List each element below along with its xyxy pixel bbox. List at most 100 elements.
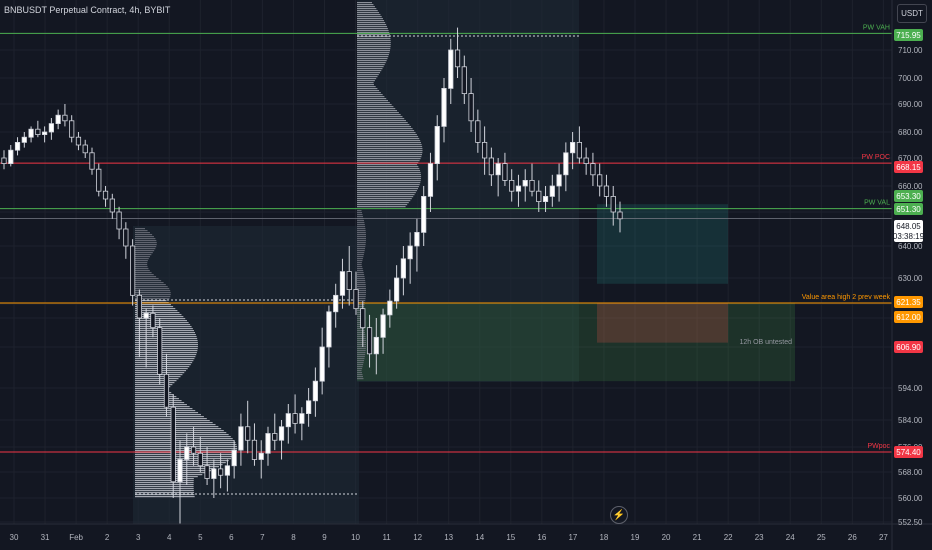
- candle-body[interactable]: [258, 452, 264, 460]
- candle-body[interactable]: [82, 144, 88, 154]
- candle-body[interactable]: [603, 185, 610, 197]
- candle-body[interactable]: [306, 400, 312, 414]
- candle-body[interactable]: [312, 380, 318, 402]
- candle-body[interactable]: [48, 123, 54, 133]
- candle-body[interactable]: [109, 198, 115, 213]
- candle-body[interactable]: [299, 413, 305, 424]
- candle-body[interactable]: [380, 314, 386, 338]
- candle-body[interactable]: [536, 190, 542, 202]
- candle-body[interactable]: [509, 179, 515, 192]
- candle-body[interactable]: [130, 245, 136, 296]
- candle-body[interactable]: [55, 114, 61, 124]
- candle-body[interactable]: [1, 157, 7, 164]
- candle-body[interactable]: [387, 300, 393, 316]
- candle-body[interactable]: [96, 168, 102, 192]
- candle-body[interactable]: [427, 163, 434, 197]
- candle-body[interactable]: [238, 426, 244, 451]
- candle-body[interactable]: [177, 459, 183, 483]
- candle-body[interactable]: [292, 413, 298, 424]
- candle-body[interactable]: [278, 426, 285, 441]
- candle-body[interactable]: [576, 141, 582, 159]
- candle-body[interactable]: [556, 174, 562, 187]
- candle-body[interactable]: [563, 152, 569, 176]
- candle-body[interactable]: [285, 413, 291, 428]
- candle-body[interactable]: [89, 152, 95, 170]
- candle-body[interactable]: [224, 465, 230, 476]
- candle-body[interactable]: [75, 136, 82, 146]
- candle-body[interactable]: [184, 446, 190, 460]
- candle-body[interactable]: [197, 452, 203, 467]
- volume-profile-bar: [357, 72, 381, 74]
- candle-body[interactable]: [434, 126, 440, 165]
- candle-body[interactable]: [590, 163, 596, 176]
- candle-body[interactable]: [333, 294, 339, 313]
- candle-body[interactable]: [475, 120, 481, 143]
- candle-body[interactable]: [570, 141, 576, 154]
- candle-body[interactable]: [245, 426, 251, 441]
- candle-body[interactable]: [42, 131, 48, 135]
- candle-body[interactable]: [136, 294, 142, 319]
- currency-button[interactable]: USDT: [897, 4, 927, 23]
- candle-body[interactable]: [62, 114, 68, 122]
- candle-body[interactable]: [28, 128, 34, 138]
- candle-body[interactable]: [170, 406, 176, 483]
- candle-body[interactable]: [353, 289, 359, 310]
- candle-body[interactable]: [461, 66, 467, 95]
- candle-body[interactable]: [448, 49, 454, 89]
- candle-body[interactable]: [441, 88, 447, 127]
- candle-body[interactable]: [454, 49, 461, 68]
- candle-body[interactable]: [549, 185, 555, 197]
- candle-body[interactable]: [14, 141, 21, 151]
- candle-body[interactable]: [488, 157, 494, 176]
- candle-body[interactable]: [610, 195, 616, 213]
- candle-body[interactable]: [346, 271, 352, 290]
- candle-body[interactable]: [529, 179, 535, 192]
- candle-body[interactable]: [218, 468, 224, 476]
- candle-body[interactable]: [502, 163, 508, 181]
- volume-profile-bar: [357, 214, 363, 216]
- candle-body[interactable]: [21, 136, 27, 143]
- candle-body[interactable]: [272, 433, 278, 441]
- candles[interactable]: [1, 27, 623, 524]
- candle-body[interactable]: [583, 157, 589, 164]
- candle-body[interactable]: [421, 195, 427, 233]
- candle-body[interactable]: [597, 174, 603, 187]
- candle-body[interactable]: [617, 211, 623, 220]
- candle-body[interactable]: [515, 185, 522, 192]
- candle-body[interactable]: [414, 231, 420, 247]
- candle-body[interactable]: [360, 308, 366, 329]
- candle-body[interactable]: [319, 346, 325, 382]
- candle-body[interactable]: [35, 128, 41, 135]
- candle-body[interactable]: [150, 312, 156, 329]
- candle-body[interactable]: [542, 195, 549, 202]
- candle-body[interactable]: [366, 327, 373, 355]
- candle-body[interactable]: [143, 312, 149, 319]
- candle-body[interactable]: [522, 179, 528, 187]
- candle-body[interactable]: [400, 258, 406, 279]
- candle-body[interactable]: [102, 190, 109, 200]
- candle-body[interactable]: [69, 120, 75, 138]
- lightning-icon[interactable]: ⚡: [610, 506, 628, 524]
- candle-body[interactable]: [157, 327, 163, 375]
- candle-body[interactable]: [123, 228, 129, 247]
- candle-body[interactable]: [190, 446, 197, 454]
- candle-body[interactable]: [116, 211, 122, 230]
- candle-body[interactable]: [394, 277, 400, 302]
- candle-body[interactable]: [468, 93, 474, 122]
- volume-profile-bar: [135, 352, 197, 354]
- candle-body[interactable]: [482, 141, 488, 159]
- candle-body[interactable]: [211, 468, 217, 479]
- candle-body[interactable]: [251, 439, 258, 460]
- candle-body[interactable]: [407, 245, 413, 260]
- candle-body[interactable]: [339, 271, 346, 296]
- candle-body[interactable]: [326, 311, 332, 348]
- candle-body[interactable]: [163, 373, 170, 408]
- candle-body[interactable]: [495, 163, 501, 176]
- candle-body[interactable]: [265, 433, 271, 454]
- candle-body[interactable]: [204, 465, 210, 479]
- candle-body[interactable]: [8, 149, 14, 164]
- candle-body[interactable]: [231, 449, 237, 467]
- candle-body[interactable]: [373, 336, 379, 355]
- time-axis[interactable]: 30 31 Feb 2 3 4 5 6 7 8 9 10 11 12 13 14 15 16 17 18 19 20 21 2…: [10, 533, 889, 542]
